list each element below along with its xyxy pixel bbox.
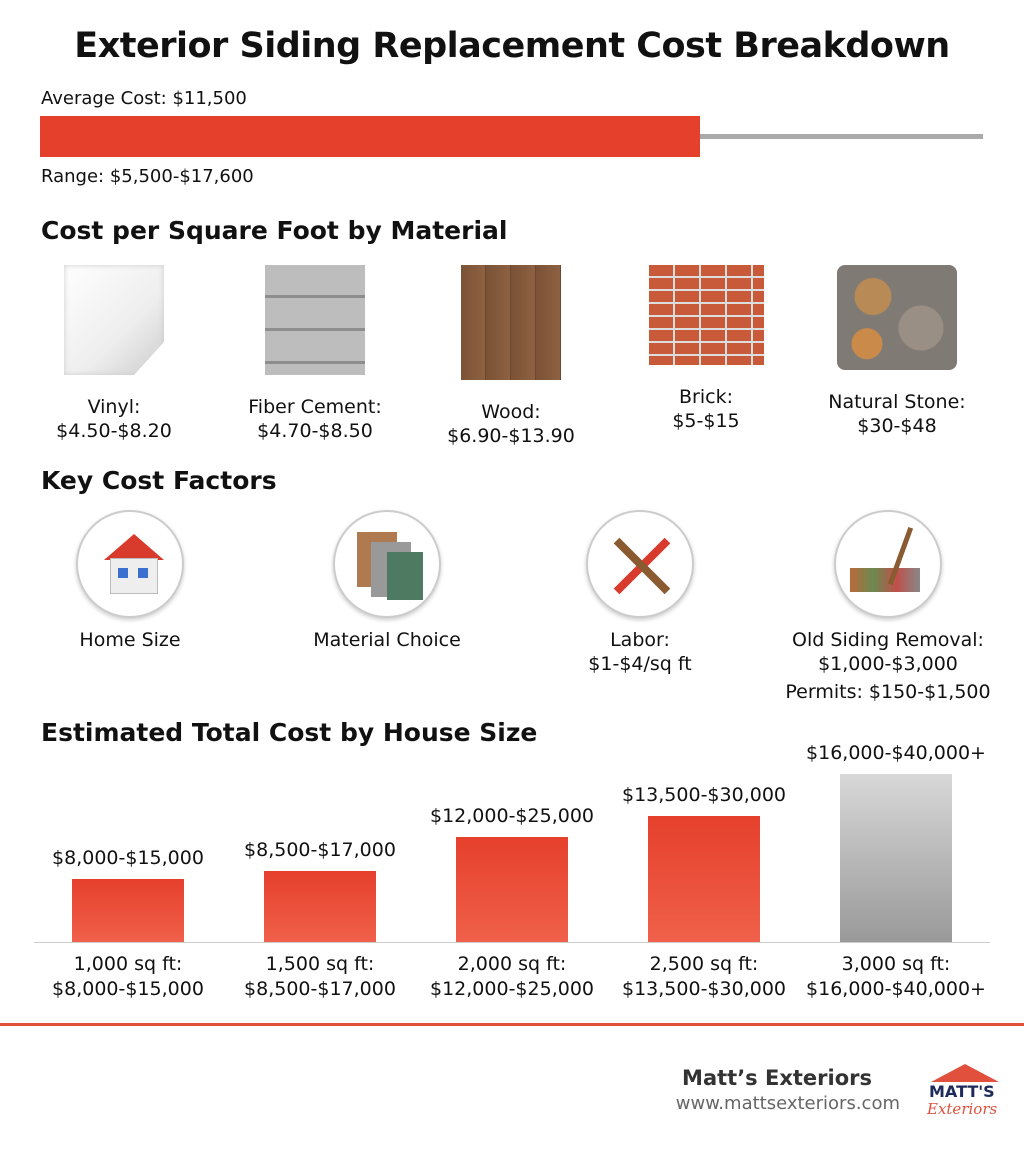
- footer-divider: [0, 1023, 1024, 1026]
- category-range: $12,000-$25,000: [430, 978, 594, 1000]
- factor-old-siding-removal: Old Siding Removal: $1,000-$3,000 Permits:…: [768, 510, 1008, 704]
- chart-baseline: [34, 942, 990, 943]
- bar-value-label: $13,500-$30,000: [622, 784, 786, 806]
- average-cost-bar: [40, 116, 701, 157]
- x-tick-label: 1,500 sq ft: $8,500-$17,000: [220, 952, 420, 1002]
- category: 2,000 sq ft:: [457, 953, 567, 975]
- page-title: Exterior Siding Replacement Cost Breakdo…: [74, 26, 950, 66]
- tools-icon: [586, 510, 694, 618]
- bar-value-label: $12,000-$25,000: [430, 805, 594, 827]
- material-price: $30-$48: [857, 415, 937, 437]
- bar-value-label: $8,000-$15,000: [52, 847, 204, 869]
- fiber-cement-sample-icon: [265, 265, 365, 375]
- house-icon: [76, 510, 184, 618]
- material-swatches-icon: [333, 510, 441, 618]
- category: 1,000 sq ft:: [73, 953, 183, 975]
- bar: [456, 837, 568, 942]
- material-price: $6.90-$13.90: [447, 425, 575, 447]
- bar: [840, 774, 952, 942]
- bar: [72, 879, 184, 942]
- factor-label: Home Size: [79, 629, 181, 651]
- average-cost-label: Average Cost: $11,500: [41, 88, 247, 109]
- bar-value-label: $16,000-$40,000+: [806, 742, 986, 764]
- factor-label: Labor:: [610, 629, 670, 651]
- material-name: Brick:: [679, 386, 733, 408]
- wood-sample-icon: [461, 265, 561, 380]
- material-price: $4.70-$8.50: [257, 420, 373, 442]
- material-price: $5-$15: [672, 410, 740, 432]
- debris-shovel-icon: [834, 510, 942, 618]
- material-vinyl: Vinyl: $4.50-$8.20: [14, 265, 214, 443]
- factor-value: $1,000-$3,000: [818, 653, 958, 675]
- category: 1,500 sq ft:: [265, 953, 375, 975]
- bar: [648, 816, 760, 942]
- x-tick-label: 2,500 sq ft: $13,500-$30,000: [604, 952, 804, 1002]
- material-name: Fiber Cement:: [248, 396, 382, 418]
- factor-value: $1-$4/sq ft: [588, 653, 692, 675]
- factor-material-choice: Material Choice: [267, 510, 507, 652]
- factor-label: Material Choice: [313, 629, 461, 651]
- brick-sample-icon: [648, 265, 764, 365]
- category-range: $8,000-$15,000: [52, 978, 204, 1000]
- company-url[interactable]: www.mattsexteriors.com: [675, 1093, 900, 1114]
- category: 3,000 sq ft:: [841, 953, 951, 975]
- category: 2,500 sq ft:: [649, 953, 759, 975]
- material-wood: Wood: $6.90-$13.90: [411, 265, 611, 448]
- x-tick-label: 1,000 sq ft: $8,000-$15,000: [28, 952, 228, 1002]
- material-brick: Brick: $5-$15: [606, 265, 806, 433]
- material-price: $4.50-$8.20: [56, 420, 172, 442]
- material-name: Wood:: [481, 401, 541, 423]
- chart-title: Estimated Total Cost by House Size: [41, 718, 538, 747]
- range-label: Range: $5,500-$17,600: [41, 166, 254, 187]
- x-tick-label: 2,000 sq ft: $12,000-$25,000: [412, 952, 612, 1002]
- material-natural-stone: Natural Stone: $30-$48: [797, 265, 997, 438]
- factor-home-size: Home Size: [10, 510, 250, 652]
- bar: [264, 870, 376, 942]
- factor-labor: Labor: $1-$4/sq ft: [520, 510, 760, 676]
- material-fiber-cement: Fiber Cement: $4.70-$8.50: [215, 265, 415, 443]
- material-name: Vinyl:: [87, 396, 141, 418]
- stone-sample-icon: [837, 265, 957, 370]
- category-range: $16,000-$40,000+: [806, 978, 986, 1000]
- category-range: $13,500-$30,000: [622, 978, 786, 1000]
- permits-value: Permits: $150-$1,500: [785, 681, 991, 703]
- vinyl-sample-icon: [64, 265, 164, 375]
- company-name: Matt’s Exteriors: [682, 1066, 872, 1090]
- category-range: $8,500-$17,000: [244, 978, 396, 1000]
- factors-heading: Key Cost Factors: [41, 466, 277, 495]
- factor-label: Old Siding Removal:: [792, 629, 984, 651]
- material-name: Natural Stone:: [828, 391, 966, 413]
- materials-heading: Cost per Square Foot by Material: [41, 216, 508, 245]
- company-logo: MATT'S Exteriors: [925, 1064, 1005, 1124]
- x-tick-label: 3,000 sq ft: $16,000-$40,000+: [796, 952, 996, 1002]
- bar-value-label: $8,500-$17,000: [244, 838, 396, 861]
